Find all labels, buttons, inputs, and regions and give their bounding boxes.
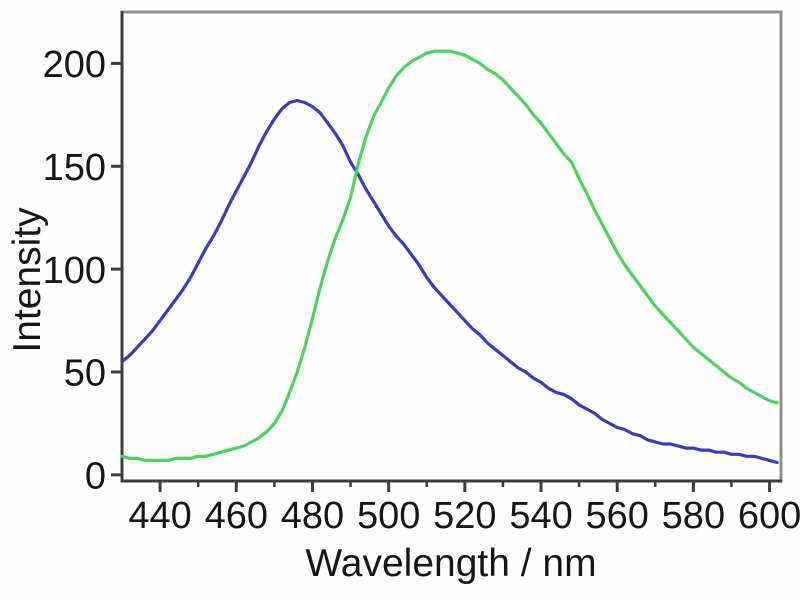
- x-tick-label: 580: [662, 495, 725, 537]
- y-tick-label: 0: [85, 456, 106, 498]
- y-tick-label: 150: [43, 147, 106, 189]
- x-tick-label: 540: [509, 495, 572, 537]
- y-axis-label: Intensity: [6, 207, 49, 353]
- x-tick-label: 520: [433, 495, 496, 537]
- x-tick-label: 500: [357, 495, 420, 537]
- x-tick-label: 440: [128, 495, 191, 537]
- plot-frame: [120, 10, 783, 483]
- x-tick-label: 480: [281, 495, 344, 537]
- y-tick-label: 200: [43, 44, 106, 86]
- x-tick-label: 460: [205, 495, 268, 537]
- series-line-blue-emission: [120, 98, 779, 465]
- series-line-green-emission: [120, 49, 779, 462]
- x-tick-label: 600: [738, 495, 800, 537]
- y-tick-label: 100: [43, 250, 106, 292]
- y-tick-label: 50: [64, 353, 106, 395]
- x-tick-label: 560: [585, 495, 648, 537]
- x-axis-label: Wavelength / nm: [305, 542, 597, 585]
